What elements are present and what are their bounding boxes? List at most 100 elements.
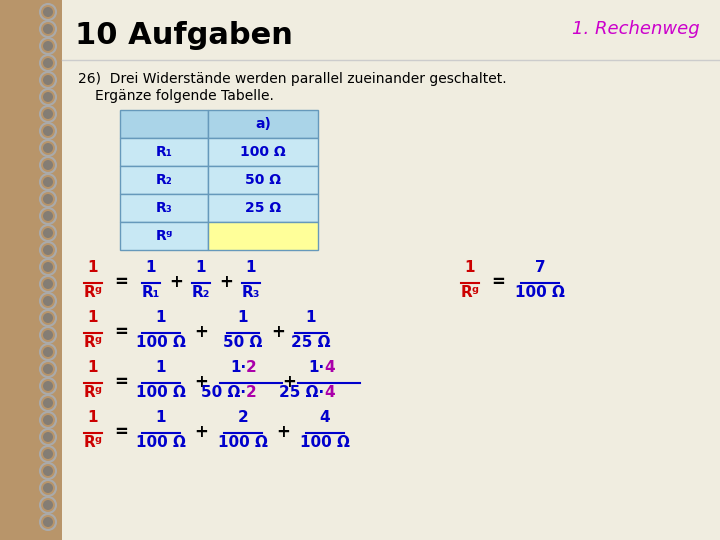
Text: +: +: [219, 273, 233, 291]
Text: 1: 1: [156, 310, 166, 325]
Bar: [208, 110, 318, 138]
Text: Rᵍ: Rᵍ: [156, 229, 173, 243]
Text: Rᵍ: Rᵍ: [461, 285, 480, 300]
Circle shape: [43, 483, 53, 493]
Text: 4: 4: [324, 360, 335, 375]
Text: 1: 1: [156, 410, 166, 425]
Bar: [120, 194, 208, 222]
Circle shape: [43, 279, 53, 289]
Text: Rᵍ: Rᵍ: [84, 285, 102, 300]
Text: 100 Ω: 100 Ω: [136, 335, 186, 350]
Circle shape: [43, 330, 53, 340]
Text: =: =: [491, 273, 505, 291]
Text: 100 Ω: 100 Ω: [515, 285, 565, 300]
Text: 100 Ω: 100 Ω: [218, 435, 268, 450]
Circle shape: [43, 24, 53, 34]
Bar: [208, 138, 318, 166]
Text: 1: 1: [464, 260, 475, 275]
Text: 1: 1: [238, 310, 248, 325]
Text: =: =: [114, 423, 128, 441]
Circle shape: [43, 415, 53, 425]
Circle shape: [43, 381, 53, 391]
Circle shape: [43, 449, 53, 459]
Text: 1: 1: [88, 410, 98, 425]
Text: +: +: [282, 373, 296, 391]
Bar: [208, 194, 318, 222]
Text: 25 Ω: 25 Ω: [292, 335, 330, 350]
Circle shape: [43, 296, 53, 306]
Circle shape: [43, 109, 53, 119]
Text: 1: 1: [88, 260, 98, 275]
Text: 25 Ω·: 25 Ω·: [279, 385, 324, 400]
Circle shape: [43, 313, 53, 323]
Text: 1: 1: [88, 310, 98, 325]
Text: 50 Ω: 50 Ω: [245, 173, 281, 187]
Text: 1·: 1·: [308, 360, 324, 375]
Text: R₂: R₂: [192, 285, 210, 300]
Bar: [120, 110, 208, 138]
Circle shape: [43, 7, 53, 17]
Text: R₁: R₁: [142, 285, 160, 300]
Bar: [0, 0, 45, 540]
Text: 1·: 1·: [230, 360, 246, 375]
Text: 1: 1: [306, 310, 316, 325]
Bar: [208, 166, 318, 194]
Text: Rᵍ: Rᵍ: [84, 335, 102, 350]
Text: 100 Ω: 100 Ω: [136, 435, 186, 450]
Text: 1: 1: [145, 260, 156, 275]
Text: =: =: [114, 373, 128, 391]
Text: 100 Ω: 100 Ω: [136, 385, 186, 400]
Text: 4: 4: [320, 410, 330, 425]
Bar: [120, 222, 208, 250]
Text: R₃: R₃: [242, 285, 260, 300]
Text: 2: 2: [246, 385, 257, 400]
Circle shape: [43, 262, 53, 272]
Text: +: +: [194, 423, 208, 441]
Circle shape: [43, 194, 53, 204]
Text: 4: 4: [324, 385, 335, 400]
Text: Ergänze folgende Tabelle.: Ergänze folgende Tabelle.: [95, 89, 274, 103]
Text: +: +: [194, 373, 208, 391]
Circle shape: [43, 58, 53, 68]
Text: 1: 1: [156, 360, 166, 375]
Text: Rᵍ: Rᵍ: [84, 385, 102, 400]
Text: +: +: [169, 273, 183, 291]
Text: +: +: [194, 323, 208, 341]
Bar: [120, 166, 208, 194]
Circle shape: [43, 347, 53, 357]
Circle shape: [43, 211, 53, 221]
Circle shape: [43, 160, 53, 170]
Text: 50 Ω·: 50 Ω·: [201, 385, 246, 400]
Circle shape: [43, 228, 53, 238]
Circle shape: [43, 432, 53, 442]
Text: 1: 1: [88, 360, 98, 375]
Text: 2: 2: [238, 410, 248, 425]
Text: 50 Ω: 50 Ω: [223, 335, 263, 350]
Text: +: +: [271, 323, 285, 341]
Text: R₃: R₃: [156, 201, 172, 215]
Circle shape: [43, 143, 53, 153]
Text: R₁: R₁: [156, 145, 172, 159]
Text: 100 Ω: 100 Ω: [300, 435, 350, 450]
Text: R₂: R₂: [156, 173, 172, 187]
Text: 2: 2: [246, 360, 257, 375]
Bar: [120, 138, 208, 166]
Text: 26)  Drei Widerstände werden parallel zueinander geschaltet.: 26) Drei Widerstände werden parallel zue…: [78, 72, 507, 86]
Circle shape: [43, 92, 53, 102]
Text: Rᵍ: Rᵍ: [84, 435, 102, 450]
Circle shape: [43, 466, 53, 476]
Circle shape: [43, 126, 53, 136]
Text: 25 Ω: 25 Ω: [245, 201, 281, 215]
Circle shape: [43, 500, 53, 510]
Circle shape: [43, 364, 53, 374]
Text: a): a): [255, 117, 271, 131]
Circle shape: [43, 245, 53, 255]
Text: 10 Aufgaben: 10 Aufgaben: [75, 21, 293, 50]
Circle shape: [43, 398, 53, 408]
Text: =: =: [114, 323, 128, 341]
Text: +: +: [276, 423, 290, 441]
Text: 1: 1: [246, 260, 256, 275]
Circle shape: [43, 177, 53, 187]
Text: 7: 7: [535, 260, 545, 275]
Circle shape: [43, 517, 53, 527]
